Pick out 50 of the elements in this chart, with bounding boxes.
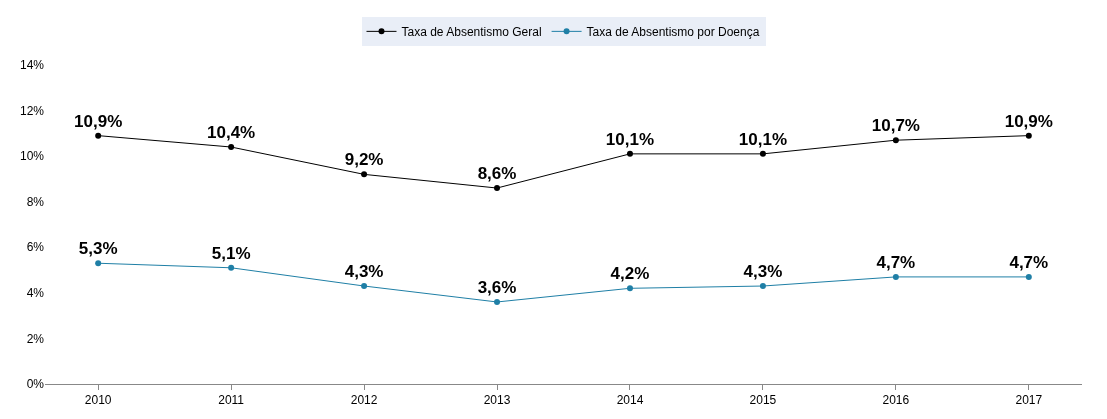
- data-label: 4,2%: [610, 264, 650, 284]
- point: [1025, 132, 1032, 139]
- x-tick-label: 2011: [218, 393, 245, 408]
- data-label: 5,3%: [78, 239, 118, 259]
- y-tick-label: 12%: [19, 103, 45, 118]
- data-label: 10,1%: [738, 129, 788, 149]
- point: [892, 137, 899, 144]
- legend-label: Taxa de Absentismo por Doença: [586, 25, 760, 40]
- point: [228, 264, 235, 271]
- point: [95, 260, 102, 267]
- y-tick-label: 14%: [19, 58, 45, 73]
- data-label: 9,2%: [344, 150, 384, 170]
- y-tick-label: 8%: [26, 194, 45, 209]
- data-label: 5,1%: [211, 243, 251, 263]
- y-tick-label: 0%: [26, 377, 45, 392]
- data-label: 8,6%: [477, 164, 517, 184]
- point: [892, 273, 899, 280]
- data-label: 10,9%: [1004, 111, 1053, 131]
- x-tick-label: 2016: [882, 393, 910, 408]
- x-tick-label: 2013: [483, 393, 511, 408]
- x-tick-label: 2015: [749, 393, 777, 408]
- data-label: 10,9%: [74, 111, 123, 131]
- y-tick-label: 10%: [19, 149, 45, 164]
- point: [494, 185, 501, 192]
- x-tick-label: 2017: [1015, 393, 1043, 408]
- point: [228, 144, 235, 151]
- point: [626, 285, 633, 292]
- legend-label: Taxa de Absentismo Geral: [401, 25, 542, 40]
- data-label: 4,3%: [344, 262, 384, 282]
- data-label: 10,7%: [871, 116, 920, 136]
- point: [626, 150, 633, 157]
- x-tick-label: 2012: [350, 393, 378, 408]
- y-tick-label: 4%: [26, 286, 45, 301]
- point: [361, 283, 368, 290]
- point: [361, 171, 368, 178]
- x-tick-label: 2010: [84, 393, 112, 408]
- point: [759, 150, 766, 157]
- data-label: 4,3%: [743, 262, 783, 282]
- point: [1025, 273, 1032, 280]
- x-tick-label: 2014: [616, 393, 644, 408]
- point: [494, 298, 501, 305]
- data-label: 10,1%: [605, 129, 655, 149]
- data-label: 3,6%: [477, 277, 517, 297]
- point: [759, 283, 766, 290]
- y-tick-label: 6%: [26, 240, 45, 255]
- y-tick-label: 2%: [26, 331, 45, 346]
- data-label: 10,4%: [207, 123, 256, 143]
- data-label: 4,7%: [1009, 252, 1049, 272]
- data-label: 4,7%: [876, 252, 916, 272]
- point: [95, 132, 102, 139]
